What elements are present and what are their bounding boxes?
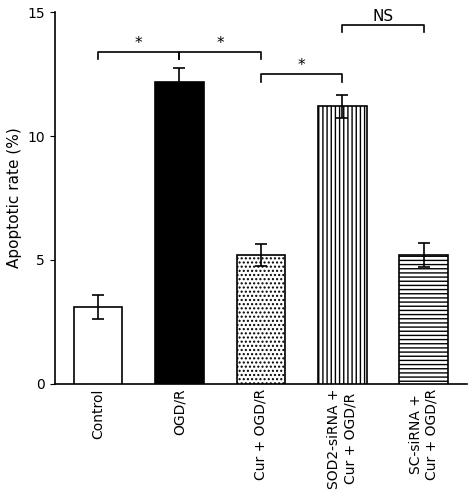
- Bar: [400, 255, 448, 384]
- Text: *: *: [135, 36, 143, 51]
- Y-axis label: Apoptotic rate (%): Apoptotic rate (%): [7, 127, 22, 268]
- Bar: [237, 255, 285, 384]
- Text: *: *: [217, 36, 224, 51]
- Bar: [155, 82, 204, 384]
- Bar: [318, 107, 367, 384]
- Text: *: *: [298, 58, 306, 73]
- Bar: [73, 307, 122, 384]
- Text: NS: NS: [373, 8, 394, 24]
